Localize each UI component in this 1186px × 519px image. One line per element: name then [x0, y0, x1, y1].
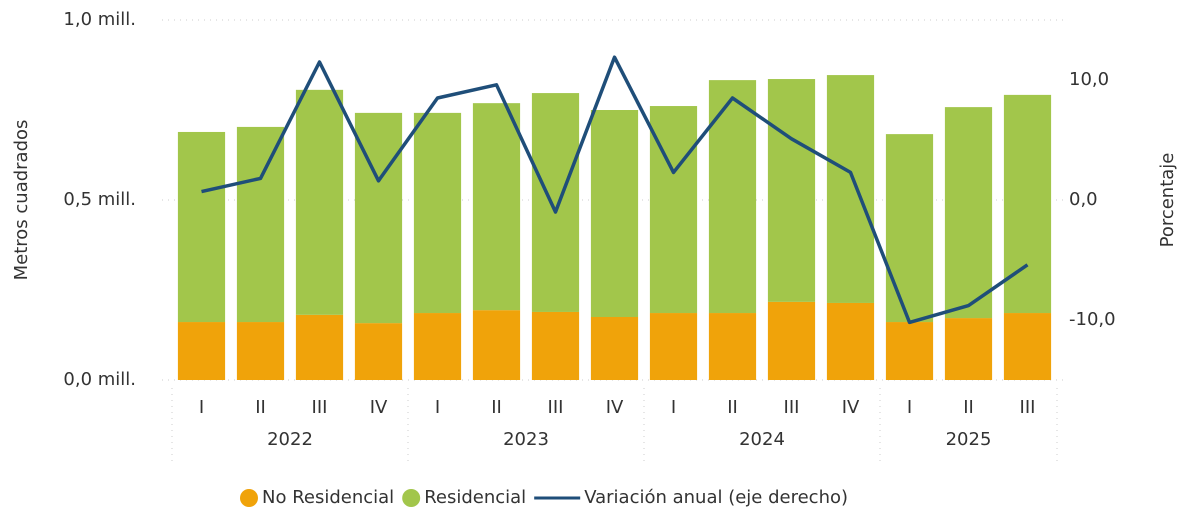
- line: [201, 55, 1029, 325]
- legend-label: Residencial: [424, 487, 526, 508]
- y-tick-label: 0,5 mill.: [63, 189, 136, 210]
- x-tick-label: III: [548, 397, 564, 418]
- x-tick-label: IV: [842, 397, 860, 418]
- bar: [295, 89, 344, 315]
- bar: [472, 310, 521, 380]
- bar: [885, 322, 934, 380]
- group-label: 2024: [739, 429, 785, 450]
- x-tick-label: III: [312, 397, 328, 418]
- x-tick-label: I: [671, 397, 676, 418]
- bar: [413, 313, 462, 380]
- legend-label: No Residencial: [262, 487, 394, 508]
- group-label: 2022: [267, 429, 313, 450]
- bar: [177, 131, 226, 323]
- bar: [531, 311, 580, 380]
- legend-swatch: [402, 489, 421, 507]
- bar: [177, 322, 226, 380]
- bar: [944, 107, 993, 319]
- x-tick-label: I: [907, 397, 912, 418]
- legend-label: Variación anual (eje derecho): [584, 487, 848, 508]
- x-tick-label: III: [784, 397, 800, 418]
- y-tick-label: 1,0 mill.: [63, 9, 136, 30]
- x-tick-label: IV: [606, 397, 624, 418]
- bar: [236, 322, 285, 380]
- x-tick-label: II: [491, 397, 502, 418]
- y2-tick-label: 0,0: [1069, 189, 1098, 210]
- bar: [826, 75, 875, 303]
- bar: [708, 80, 757, 314]
- x-tick-label: II: [727, 397, 738, 418]
- x-tick-label: II: [255, 397, 266, 418]
- x-tick-label: I: [199, 397, 204, 418]
- bar: [708, 313, 757, 380]
- x-tick-label: IV: [370, 397, 388, 418]
- bar: [590, 317, 639, 380]
- group-label: 2023: [503, 429, 549, 450]
- bar: [413, 112, 462, 314]
- bar: [295, 314, 344, 380]
- bar: [236, 126, 285, 323]
- y2-tick-label: -10,0: [1069, 309, 1116, 330]
- bar: [944, 318, 993, 380]
- bar: [531, 93, 580, 312]
- y-tick-label: 0,0 mill.: [63, 369, 136, 390]
- x-tick-label: III: [1020, 397, 1036, 418]
- bar: [767, 301, 816, 380]
- group-label: 2025: [946, 429, 992, 450]
- x-tick-label: I: [435, 397, 440, 418]
- bar: [649, 313, 698, 380]
- bar: [472, 103, 521, 311]
- bar: [885, 134, 934, 323]
- x-tick-label: II: [963, 397, 974, 418]
- bar: [590, 110, 639, 317]
- bar: [1003, 313, 1052, 380]
- bar: [1003, 94, 1052, 314]
- y2-tick-label: 10,0: [1069, 69, 1109, 90]
- bar: [826, 302, 875, 380]
- y-axis-title: Metros cuadrados: [11, 120, 32, 281]
- y2-axis-title: Porcentaje: [1157, 153, 1178, 248]
- bar: [354, 323, 403, 380]
- bar: [767, 79, 816, 302]
- legend-swatch: [240, 489, 258, 507]
